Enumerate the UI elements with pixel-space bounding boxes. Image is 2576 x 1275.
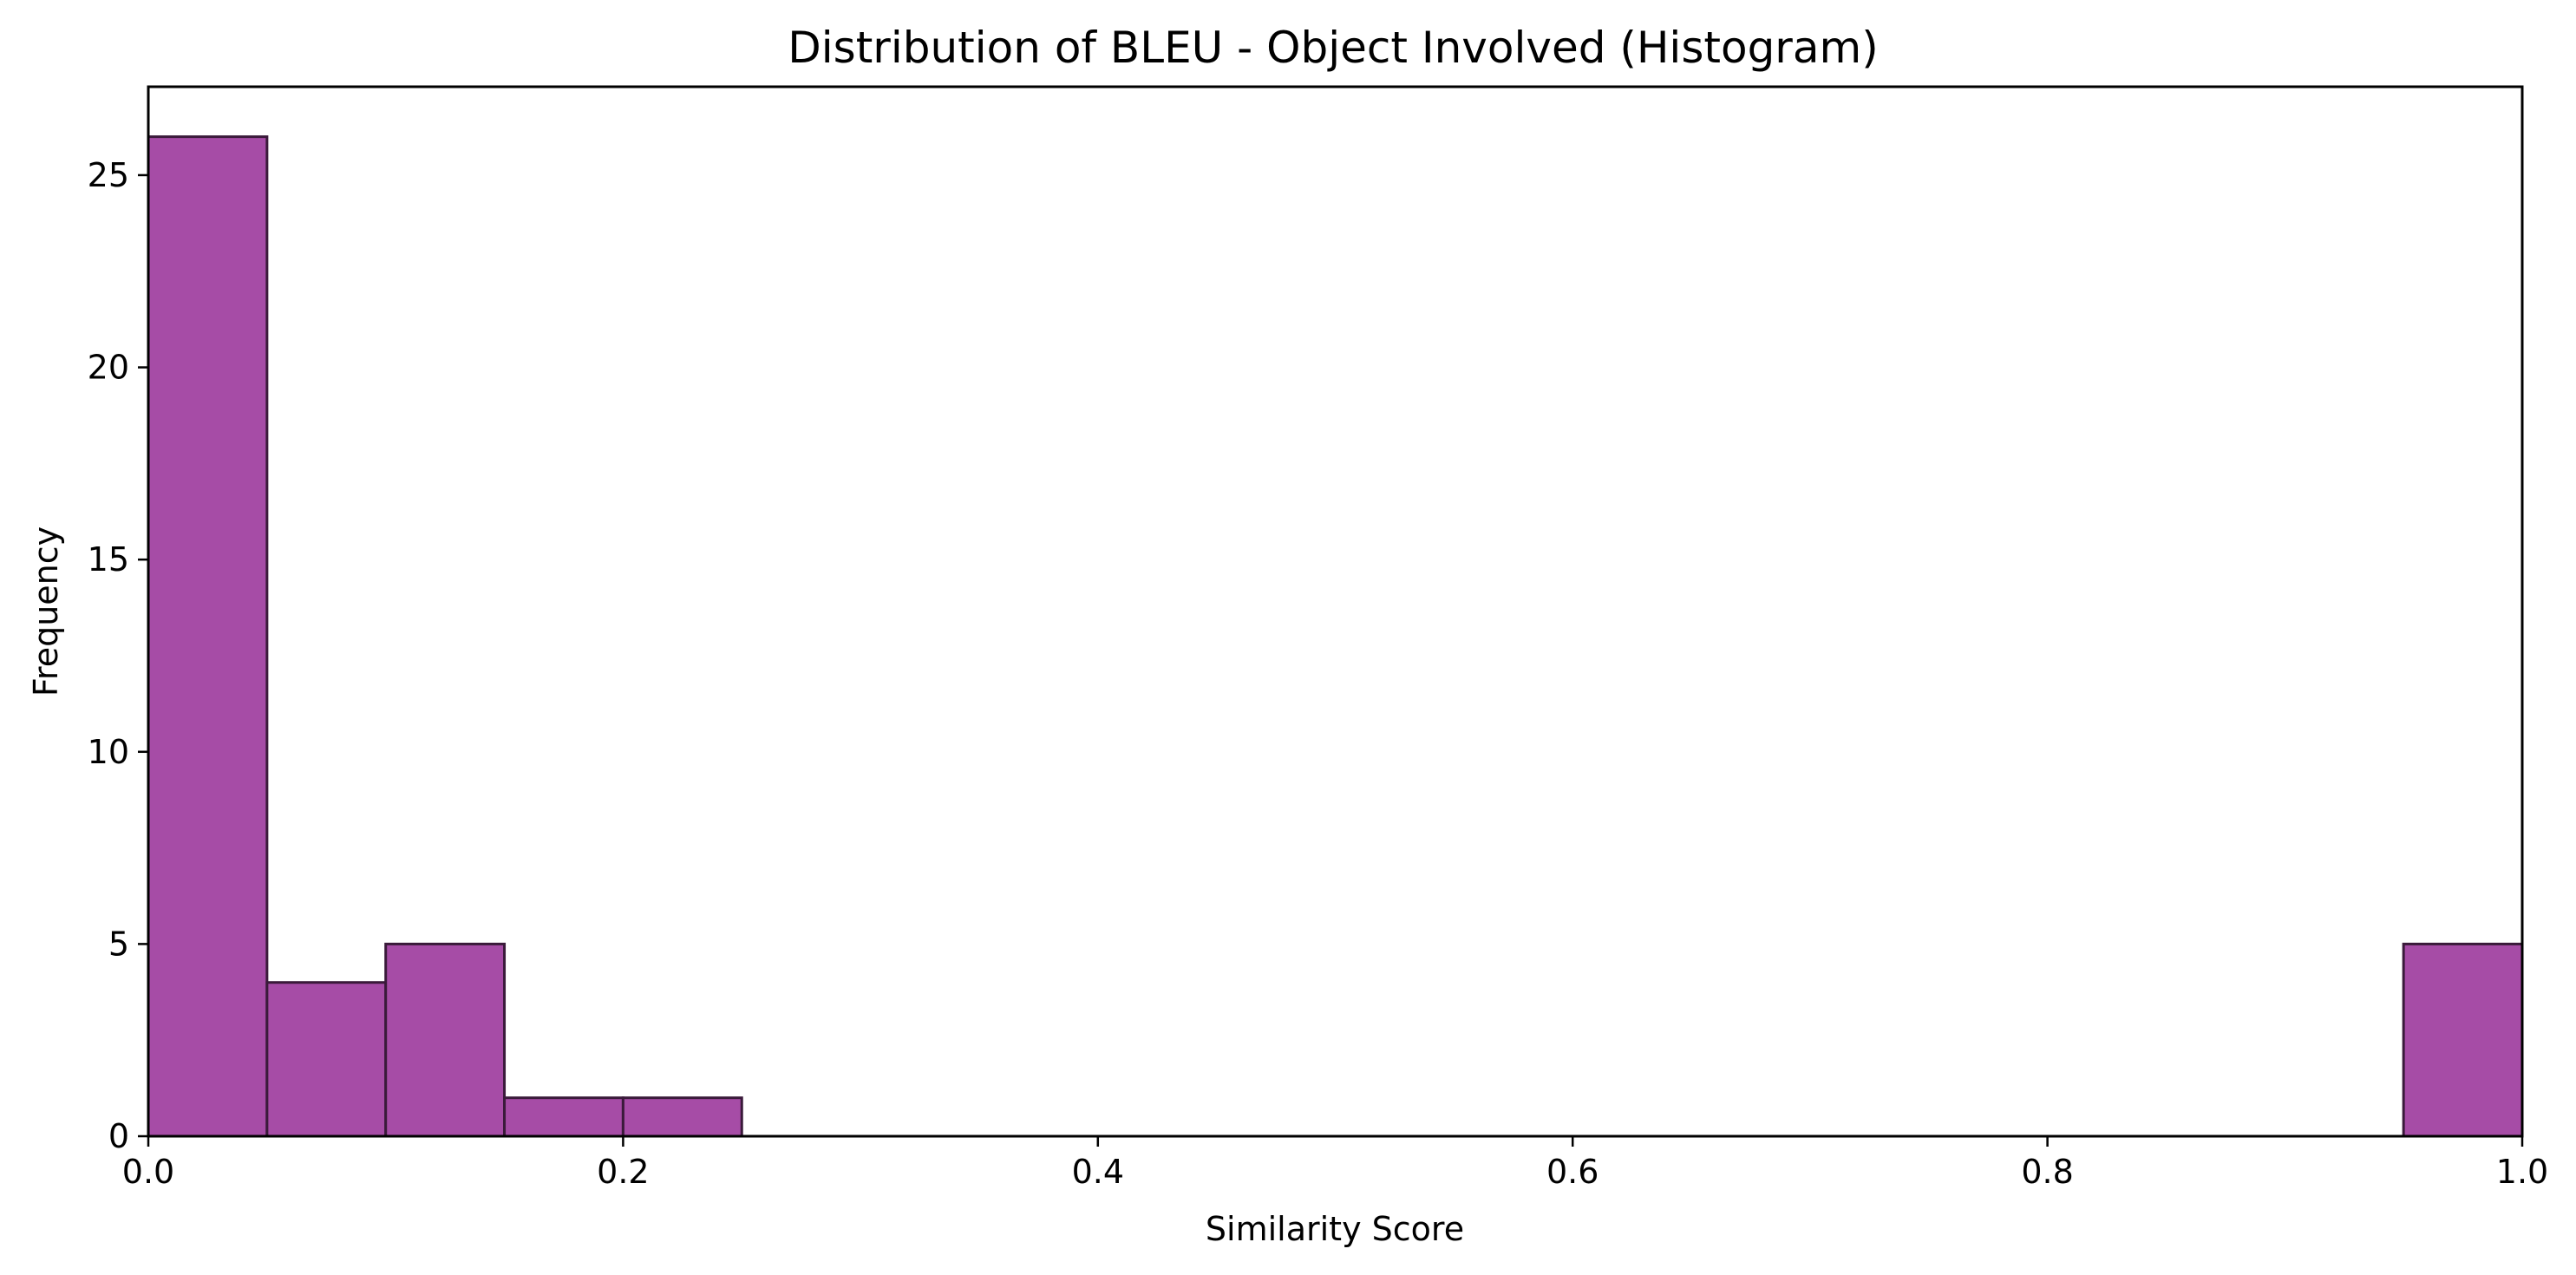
histogram-bar-5 [2402, 942, 2524, 1138]
x-tick-label-2: 0.4 [1072, 1153, 1124, 1191]
x-axis-label: Similarity Score [1206, 1210, 1464, 1248]
y-axis-label: Frequency [27, 526, 65, 696]
histogram-bar-2 [384, 942, 507, 1138]
histogram-bar-4 [621, 1096, 743, 1138]
x-tick-label-5: 1.0 [2496, 1153, 2548, 1191]
histogram-bar-0 [147, 135, 269, 1138]
x-tick-label-3: 0.6 [1546, 1153, 1599, 1191]
y-tick-label-4: 20 [88, 349, 129, 387]
y-tick-label-2: 10 [88, 733, 129, 771]
y-tick-label-1: 5 [108, 925, 129, 963]
y-axis: 0 5 10 15 20 25 [88, 156, 148, 1155]
x-tick-label-1: 0.2 [597, 1153, 649, 1191]
histogram-bar-3 [503, 1096, 624, 1138]
y-tick-label-0: 0 [108, 1117, 129, 1155]
plot-frame [147, 85, 2524, 1138]
y-tick-label-3: 15 [88, 540, 129, 579]
x-axis: 0.0 0.2 0.4 0.6 0.8 1.0 [122, 1136, 2548, 1191]
bars-layer [147, 135, 2524, 1138]
chart-title: Distribution of BLEU - Object Involved (… [788, 23, 1878, 73]
x-tick-label-4: 0.8 [2021, 1153, 2073, 1191]
histogram-bar-1 [265, 981, 388, 1138]
y-tick-label-5: 25 [88, 156, 129, 194]
x-tick-label-0: 0.0 [122, 1153, 174, 1191]
